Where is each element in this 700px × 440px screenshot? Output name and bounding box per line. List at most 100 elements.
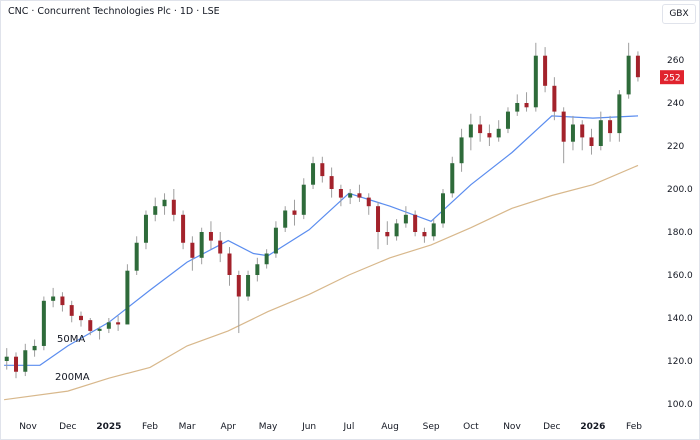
candle-body [385,232,390,237]
candle-body [552,85,557,112]
y-tick-label: 200.0 [667,185,693,195]
candle-body [580,124,585,138]
x-tick-label: Apr [220,422,236,432]
candle-body [23,350,28,372]
candle-body [41,300,46,346]
ma50-label: 50MA [57,334,85,345]
candle-body [51,296,56,301]
candle-body [403,214,408,224]
last-price-label: 252 [663,74,680,84]
candle-body [246,275,251,297]
candle-body [422,232,427,237]
candle-body [320,163,325,177]
x-tick-label: Jul [342,422,354,432]
candle-body [487,133,492,138]
candle-body [394,223,399,237]
candle-body [459,137,464,164]
x-tick-label: Jun [301,422,316,432]
candle-body [348,193,353,198]
candle-body [626,55,631,95]
ma-line-50MA [4,115,639,366]
candle-body [106,322,111,329]
candle-body [608,120,613,134]
candle-body [116,322,121,325]
candle-body [440,193,445,224]
last-price-badge: 252 [660,70,684,85]
x-tick-label: Dec [543,422,560,432]
candle-body [4,356,9,361]
candle-body [468,124,473,138]
y-tick-label: 180.0 [667,228,693,238]
candle-body [199,232,204,258]
candle-body [208,232,213,241]
candle-body [78,315,83,321]
candle-body [450,163,455,194]
candle-body [97,328,102,331]
candle-body [524,103,529,108]
ma-line-200MA [4,164,639,401]
candle-body [162,199,167,207]
candle-body [88,320,93,331]
y-tick-label: 240 [667,99,684,109]
chart-title: CNC · Concurrent Technologies Plc · 1D ·… [8,6,220,17]
y-tick-label: 140.0 [667,314,693,324]
x-tick-label: Nov [503,422,521,432]
x-tick-label: 2025 [96,422,121,432]
candle-body [431,223,436,237]
candle-body [376,206,381,232]
x-tick-label: Sep [423,422,440,432]
candle-body [283,210,288,228]
y-tick-label: 100.0 [667,400,693,410]
candle-body [190,242,195,258]
x-tick-label: Nov [19,422,37,432]
y-tick-label: 220 [667,142,684,152]
currency-button[interactable]: GBX [662,4,696,24]
candle-body [218,240,223,254]
candle-body [357,193,362,198]
candle-body [14,356,19,372]
x-tick-label: May [259,422,278,432]
x-tick-label: 2026 [580,422,605,432]
x-tick-label: Feb [142,422,158,432]
candle-body [264,253,269,265]
y-tick-label: 260 [667,56,684,66]
candle-body [125,270,130,325]
candle-body [69,305,74,316]
candle-body [570,124,575,142]
x-tick-label: Aug [381,422,399,432]
candle-body [505,111,510,129]
candle-body [60,296,65,306]
candle-body [338,189,343,198]
candle-body [273,227,278,254]
y-tick-label: 120.0 [667,357,693,367]
candle-body [329,176,334,189]
candle-body [236,275,241,297]
candle-body [301,184,306,215]
candle-body [413,214,418,232]
candle-body [171,199,176,215]
candle-body [598,120,603,146]
candle-body [478,124,483,134]
candle-body [32,345,37,351]
candle-body [589,137,594,146]
candle-body [617,94,622,134]
candle-body [311,163,316,185]
ma200-label: 200MA [55,372,90,383]
candle-body [533,55,538,108]
last-price-bg [660,70,684,85]
candle-body [292,210,297,215]
candle-body [143,214,148,243]
x-tick-label: Mar [179,422,196,432]
candle-body [227,253,232,275]
candle-body [496,128,501,138]
x-tick-label: Oct [463,422,479,432]
candle-body [255,264,260,275]
candle-body [153,206,158,215]
candle-body [543,55,548,86]
candle-body [366,197,371,207]
candle-body [134,242,139,271]
x-tick-label: Feb [626,422,642,432]
candle-body [515,103,520,112]
candle-body [181,214,186,243]
